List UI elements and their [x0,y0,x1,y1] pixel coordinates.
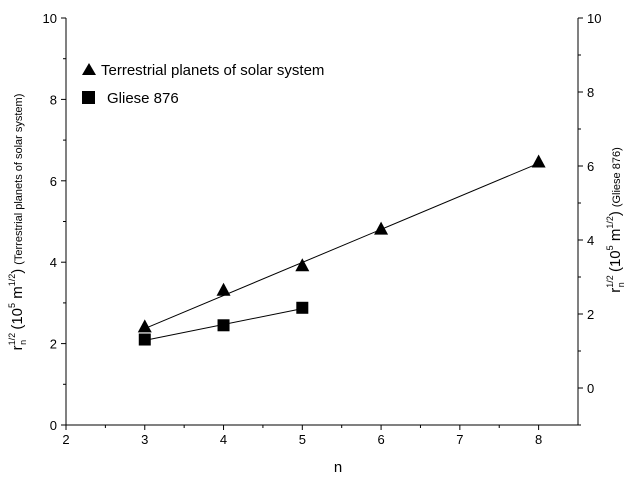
legend-square-icon [82,91,95,104]
svg-text:r1/2n (105 m1/2)(Gliese 876): r1/2n (105 m1/2)(Gliese 876) [605,147,626,293]
x-axis-title: n [334,459,342,476]
svg-text:r1/2n (105 m1/2)(Terrestrial: r1/2n (105 m1/2)(Terrestrial planets of … [7,94,28,351]
left-tick-label: 0 [50,418,57,433]
x-tick-label: 7 [456,432,463,447]
square-marker [217,319,230,332]
fit-line-series-0 [144,162,539,330]
square-marker [296,301,309,314]
x-tick-label: 5 [299,432,306,447]
right-tick-label: 0 [587,381,594,396]
x-tick-label: 2 [62,432,69,447]
x-axis-ticks: 2 3 4 5 6 7 8 [62,425,542,447]
triangle-marker [295,258,310,272]
x-tick-label: 6 [377,432,384,447]
triangle-marker [216,282,231,296]
triangle-marker [137,319,152,333]
right-tick-label: 6 [587,159,594,174]
right-tick-label: 4 [587,233,594,248]
x-tick-label: 4 [220,432,227,447]
left-y-axis-title: r1/2n (105 m1/2)(Terrestrial planets of … [7,94,28,351]
right-tick-label: 2 [587,307,594,322]
right-tick-label: 8 [587,85,594,100]
triangle-marker [531,154,546,168]
legend: Terrestrial planets of solar system Glie… [82,62,324,107]
legend-label-terrestrial: Terrestrial planets of solar system [101,62,324,79]
left-y-axis-ticks: 0 2 4 6 8 10 [43,11,66,433]
legend-label-gliese: Gliese 876 [107,90,179,107]
x-tick-label: 8 [535,432,542,447]
fit-lines [144,162,539,341]
data-markers [137,154,546,346]
right-y-axis-ticks: 0 2 4 6 8 10 [578,11,601,426]
square-marker [138,333,151,346]
left-tick-label: 4 [50,255,57,270]
left-tick-label: 10 [43,11,57,26]
axes [65,18,579,426]
left-tick-label: 6 [50,174,57,189]
x-tick-label: 3 [141,432,148,447]
legend-triangle-icon [82,63,96,75]
left-tick-label: 8 [50,92,57,107]
right-tick-label: 10 [587,11,601,26]
left-tick-label: 2 [50,337,57,352]
right-y-axis-title: r1/2n (105 m1/2)(Gliese 876) [605,147,626,293]
triangle-marker [374,221,389,235]
